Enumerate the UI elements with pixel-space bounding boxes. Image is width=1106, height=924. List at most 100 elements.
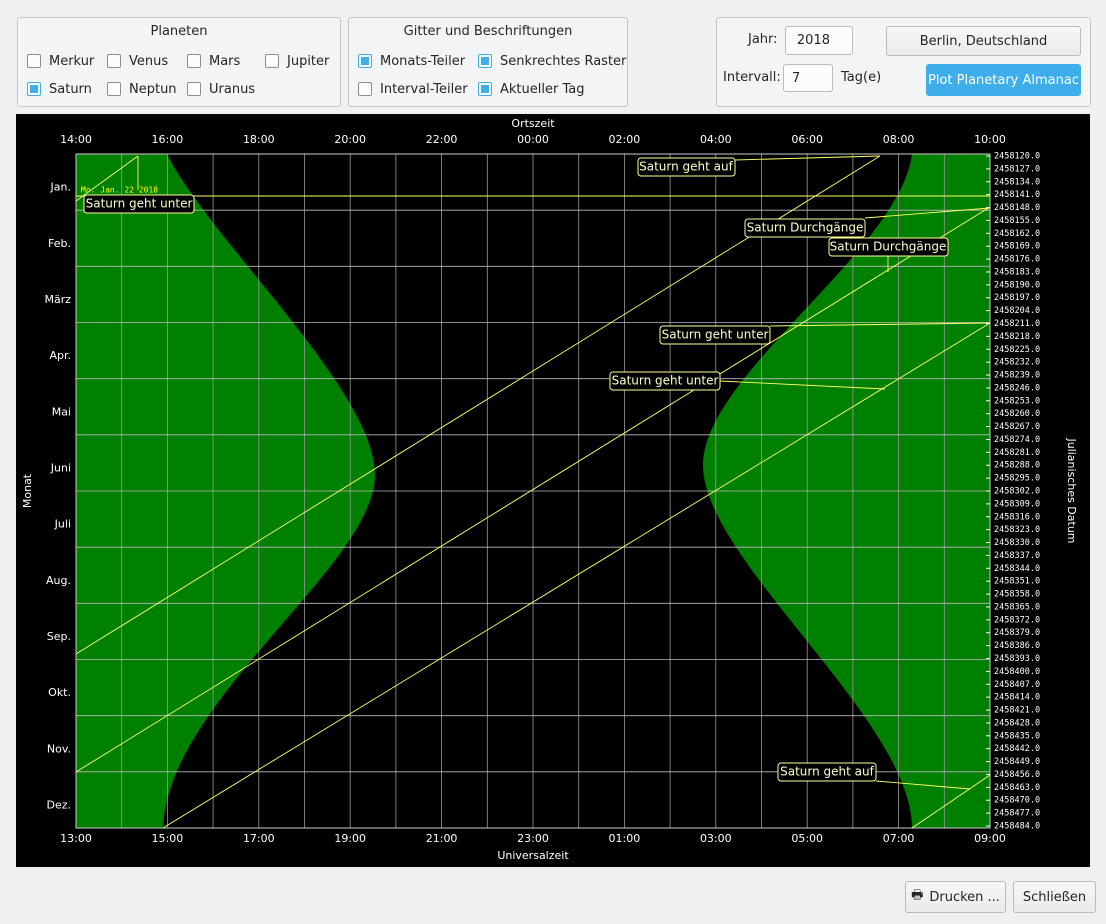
julian-date-label: 2458309.0: [994, 499, 1040, 509]
julian-date-label: 2458337.0: [994, 551, 1040, 561]
julian-date-label: 2458344.0: [994, 564, 1040, 574]
julian-date-label: 2458456.0: [994, 770, 1040, 780]
top-tick-label: 10:00: [974, 133, 1006, 146]
top-tick-label: 16:00: [152, 133, 184, 146]
checkbox[interactable]: Uranus: [187, 80, 255, 98]
location-button[interactable]: Berlin, Deutschland: [886, 26, 1081, 56]
plot-frame: [75, 153, 991, 829]
julian-date-label: 2458218.0: [994, 332, 1040, 342]
checkbox[interactable]: Neptun: [107, 80, 177, 98]
bottom-tick-label: 01:00: [609, 832, 641, 845]
julian-date-label: 2458407.0: [994, 680, 1040, 690]
checkbox[interactable]: Monats-Teiler: [358, 52, 465, 70]
checkbox[interactable]: Saturn: [27, 80, 92, 98]
close-button[interactable]: Schließen: [1013, 881, 1096, 913]
bottom-tick-label: 23:00: [517, 832, 549, 845]
checkbox[interactable]: Mars: [187, 52, 240, 70]
julian-date-label: 2458211.0: [994, 319, 1040, 329]
leader: [864, 207, 991, 219]
julian-date-label: 2458449.0: [994, 757, 1040, 767]
month-label: Apr.: [49, 349, 71, 362]
annotation: Saturn geht auf: [639, 160, 734, 174]
leader: [875, 780, 971, 790]
month-label: Sep.: [47, 630, 71, 643]
checkbox-label: Senkrechtes Raster: [500, 53, 627, 69]
julian-date-label: 2458204.0: [994, 306, 1040, 316]
checkbox-label: Monats-Teiler: [380, 53, 466, 69]
leader: [769, 322, 991, 327]
year-spinbox[interactable]: 2018: [785, 26, 853, 55]
print-button[interactable]: 🖶 Drucken ...: [905, 881, 1006, 913]
julian-date-label: 2458120.0: [994, 152, 1040, 162]
bottom-tick-label: 09:00: [974, 832, 1006, 845]
julian-date-label: 2458246.0: [994, 383, 1040, 393]
annotations: Saturn geht auf Saturn geht unter Saturn…: [83, 157, 949, 782]
right-axis-title: Julianisches Datum: [1065, 437, 1078, 543]
julian-date-label: 2458428.0: [994, 718, 1040, 728]
annotation: Saturn geht unter: [86, 197, 193, 211]
checkbox-label: Uranus: [209, 81, 256, 97]
bottom-tick-label: 15:00: [152, 832, 184, 845]
month-label: Juli: [54, 518, 71, 531]
checkbox[interactable]: Interval-Teiler: [358, 80, 468, 98]
group-title: Gitter und Beschriftungen: [403, 24, 573, 39]
month-label: Aug.: [46, 574, 71, 587]
button-label: Berlin, Deutschland: [919, 33, 1048, 49]
bottom-axis-title: Universalzeit: [497, 849, 569, 862]
annotation: Saturn Durchgänge: [747, 221, 864, 235]
group-title: Planeten: [150, 24, 208, 39]
saturn-lines: [75, 155, 991, 829]
set-line: [162, 322, 991, 829]
julian-date-label: 2458197.0: [994, 293, 1040, 303]
checkbox[interactable]: Senkrechtes Raster: [478, 52, 626, 70]
checkbox-label: Aktueller Tag: [500, 81, 585, 97]
interval-spinbox[interactable]: 7: [783, 64, 833, 92]
julian-date-label: 2458477.0: [994, 809, 1040, 819]
top-tick-label: 02:00: [609, 133, 641, 146]
julian-date-label: 2458176.0: [994, 255, 1040, 265]
top-tick-label: 20:00: [334, 133, 366, 146]
plot-button[interactable]: Plot Planetary Almanac: [926, 64, 1081, 96]
year-label: Jahr:: [748, 32, 778, 47]
checkbox[interactable]: Aktueller Tag: [478, 80, 584, 98]
month-label: Juni: [50, 462, 71, 475]
julian-date-label: 2458134.0: [994, 177, 1040, 187]
julian-date-label: 2458470.0: [994, 796, 1040, 806]
julian-date-label: 2458435.0: [994, 731, 1040, 741]
julian-date-label: 2458330.0: [994, 538, 1040, 548]
julian-date-label: 2458442.0: [994, 744, 1040, 754]
julian-date-label: 2458400.0: [994, 667, 1040, 677]
rise-line: [75, 155, 881, 655]
julian-date-label: 2458239.0: [994, 371, 1040, 381]
leader: [719, 380, 886, 390]
checkbox[interactable]: Jupiter: [265, 52, 329, 70]
bottom-tick-label: 13:00: [60, 832, 92, 845]
button-label: Schließen: [1022, 889, 1087, 905]
top-tick-label: 08:00: [883, 133, 915, 146]
julian-date-label: 2458162.0: [994, 229, 1040, 239]
interval-label: Intervall:: [723, 70, 781, 85]
month-label: März: [44, 293, 71, 306]
julian-date-label: 2458274.0: [994, 435, 1040, 445]
julian-date-label: 2458141.0: [994, 190, 1040, 200]
checkbox[interactable]: Merkur: [27, 52, 94, 70]
julian-date-label: 2458295.0: [994, 474, 1040, 484]
julian-date-label: 2458463.0: [994, 783, 1040, 793]
year-value: 2018: [796, 33, 830, 48]
bottom-tick-label: 07:00: [883, 832, 915, 845]
julian-date-label: 2458127.0: [994, 164, 1040, 174]
checkbox[interactable]: Venus: [107, 52, 168, 70]
month-label: Mai: [52, 405, 71, 418]
julian-date-label: 2458386.0: [994, 641, 1040, 651]
julian-date-label: 2458260.0: [994, 409, 1040, 419]
julian-date-label: 2458316.0: [994, 512, 1040, 522]
top-tick-label: 04:00: [700, 133, 732, 146]
julian-date-label: 2458281.0: [994, 448, 1040, 458]
current-date-label: Mo. Jan. 22 2018: [81, 186, 158, 195]
annotation: Saturn geht unter: [612, 374, 719, 388]
julian-date-label: 2458365.0: [994, 602, 1040, 612]
checkbox-label: Interval-Teiler: [380, 81, 468, 97]
bottom-tick-label: 17:00: [243, 832, 275, 845]
month-label: Feb.: [48, 237, 71, 250]
